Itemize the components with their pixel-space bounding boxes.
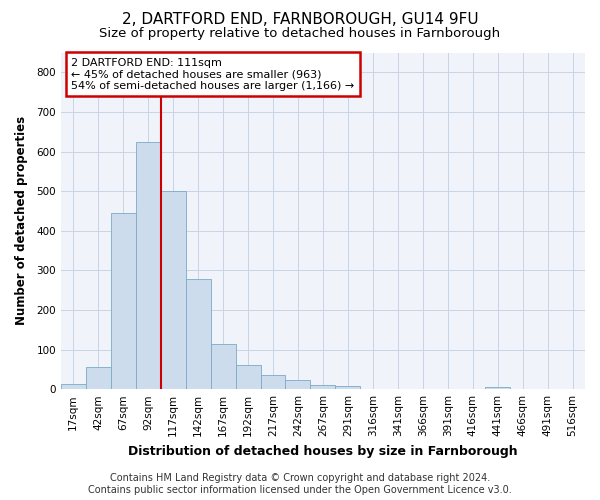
- Bar: [61, 384, 86, 389]
- X-axis label: Distribution of detached houses by size in Farnborough: Distribution of detached houses by size …: [128, 444, 518, 458]
- Bar: [286, 380, 310, 389]
- Bar: [335, 386, 361, 389]
- Bar: [161, 191, 185, 389]
- Bar: [111, 213, 136, 389]
- Y-axis label: Number of detached properties: Number of detached properties: [15, 116, 28, 326]
- Bar: [485, 387, 510, 389]
- Bar: [211, 344, 236, 389]
- Bar: [310, 385, 335, 389]
- Bar: [236, 366, 260, 389]
- Text: Size of property relative to detached houses in Farnborough: Size of property relative to detached ho…: [100, 28, 500, 40]
- Bar: [185, 279, 211, 389]
- Bar: [260, 376, 286, 389]
- Bar: [86, 368, 111, 389]
- Text: Contains HM Land Registry data © Crown copyright and database right 2024.
Contai: Contains HM Land Registry data © Crown c…: [88, 474, 512, 495]
- Text: 2, DARTFORD END, FARNBOROUGH, GU14 9FU: 2, DARTFORD END, FARNBOROUGH, GU14 9FU: [122, 12, 478, 28]
- Text: 2 DARTFORD END: 111sqm
← 45% of detached houses are smaller (963)
54% of semi-de: 2 DARTFORD END: 111sqm ← 45% of detached…: [71, 58, 355, 91]
- Bar: [136, 142, 161, 389]
